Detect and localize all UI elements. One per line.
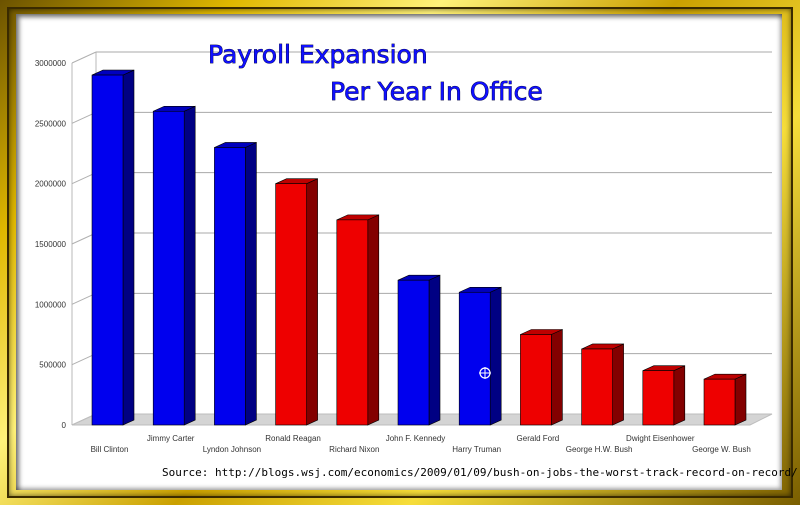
category-label: Bill Clinton xyxy=(91,445,129,454)
bar-side xyxy=(428,274,441,426)
category-label: George W. Bush xyxy=(692,445,751,454)
bar-side xyxy=(183,105,196,426)
category-label: John F. Kennedy xyxy=(386,434,446,443)
category-label: Harry Truman xyxy=(452,445,501,454)
bar-front xyxy=(642,370,675,426)
y-tick-label: 1000000 xyxy=(35,300,67,309)
bar-side xyxy=(245,142,257,426)
bars xyxy=(91,69,747,426)
y-axis-ticks: 0 500000 1000000 1500000 2000000 2500000 30000… xyxy=(35,59,67,430)
category-labels: Bill Clinton Jimmy Carter Lyndon Johnson Ro… xyxy=(91,434,751,454)
category-label: Lyndon Johnson xyxy=(203,445,261,454)
bar-front xyxy=(520,334,552,426)
category-label: George H.W. Bush xyxy=(566,445,633,454)
bar-side xyxy=(551,329,563,426)
bar xyxy=(703,373,747,426)
gridline-diag xyxy=(71,51,97,64)
source-note: Source: http://blogs.wsj.com/economics/2… xyxy=(162,466,798,479)
bar-front xyxy=(458,291,491,426)
bar-side xyxy=(612,343,624,426)
bar xyxy=(152,105,196,426)
bar-front xyxy=(336,219,369,426)
bar-front xyxy=(214,147,246,426)
bar xyxy=(336,214,380,426)
y-tick-label: 2000000 xyxy=(35,180,67,189)
y-tick-label: 1500000 xyxy=(35,240,67,249)
bar xyxy=(91,69,135,426)
bar-front xyxy=(152,110,185,426)
category-label: Jimmy Carter xyxy=(147,434,195,443)
title-line-1: Payroll Expansion xyxy=(208,40,428,69)
bar-side xyxy=(122,69,135,426)
bar-side xyxy=(673,365,686,426)
bar xyxy=(214,142,257,426)
y-tick-label: 0 xyxy=(62,421,67,430)
bar-front xyxy=(91,74,124,426)
bar xyxy=(397,274,441,426)
category-label: Gerald Ford xyxy=(517,434,560,443)
y-tick-label: 2500000 xyxy=(35,119,67,128)
bar-front xyxy=(397,279,430,426)
y-tick-label: 3000000 xyxy=(35,59,67,68)
bar-side xyxy=(306,178,318,426)
bar xyxy=(581,343,624,426)
bar-side xyxy=(489,286,502,426)
category-label: Dwight Eisenhower xyxy=(626,434,695,443)
category-label: Ronald Reagan xyxy=(265,434,321,443)
cursor-crosshair-icon xyxy=(479,367,491,379)
bar xyxy=(275,178,318,426)
y-tick-label: 500000 xyxy=(39,361,66,370)
bar xyxy=(458,286,502,426)
bar-side xyxy=(367,214,380,426)
bar xyxy=(642,365,686,426)
category-label: Richard Nixon xyxy=(329,445,379,454)
bar-front xyxy=(275,183,307,426)
chart-title: Payroll Expansion Per Year In Office xyxy=(208,40,544,107)
bar-front xyxy=(703,378,736,426)
bar-front xyxy=(581,348,613,426)
bar xyxy=(520,329,563,426)
title-line-2: Per Year In Office xyxy=(330,77,543,106)
bar-side xyxy=(734,373,747,426)
